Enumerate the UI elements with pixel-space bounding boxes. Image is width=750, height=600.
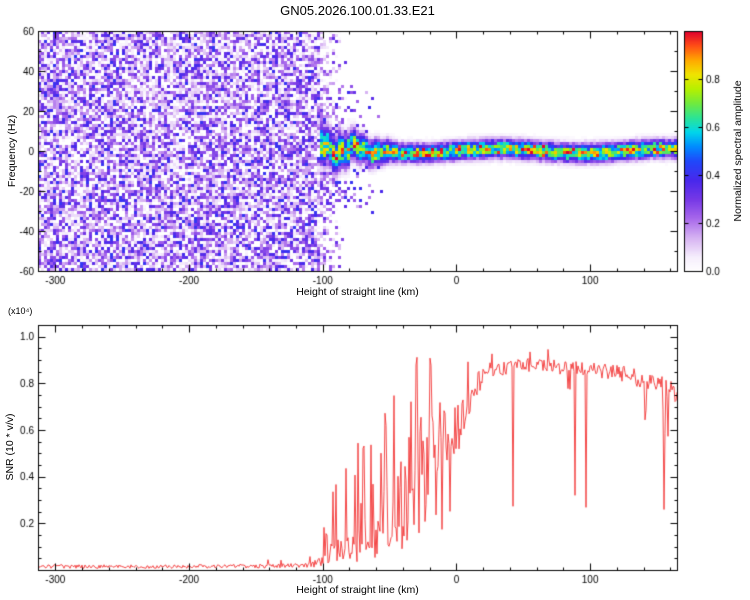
bottom-ylabel: SNR (10 * v/v): [4, 413, 16, 481]
bottom-ylabel-multiplier: (x10⁴): [8, 306, 33, 316]
colorbar-label: Normalized spectral amplitude: [732, 80, 744, 222]
figure-title: GN05.2026.100.01.33.E21: [280, 3, 435, 18]
top-xlabel: Height of straight line (km): [296, 286, 419, 298]
bottom-xlabel: Height of straight line (km): [296, 584, 419, 596]
top-ylabel: Frequency (Hz): [6, 114, 18, 188]
